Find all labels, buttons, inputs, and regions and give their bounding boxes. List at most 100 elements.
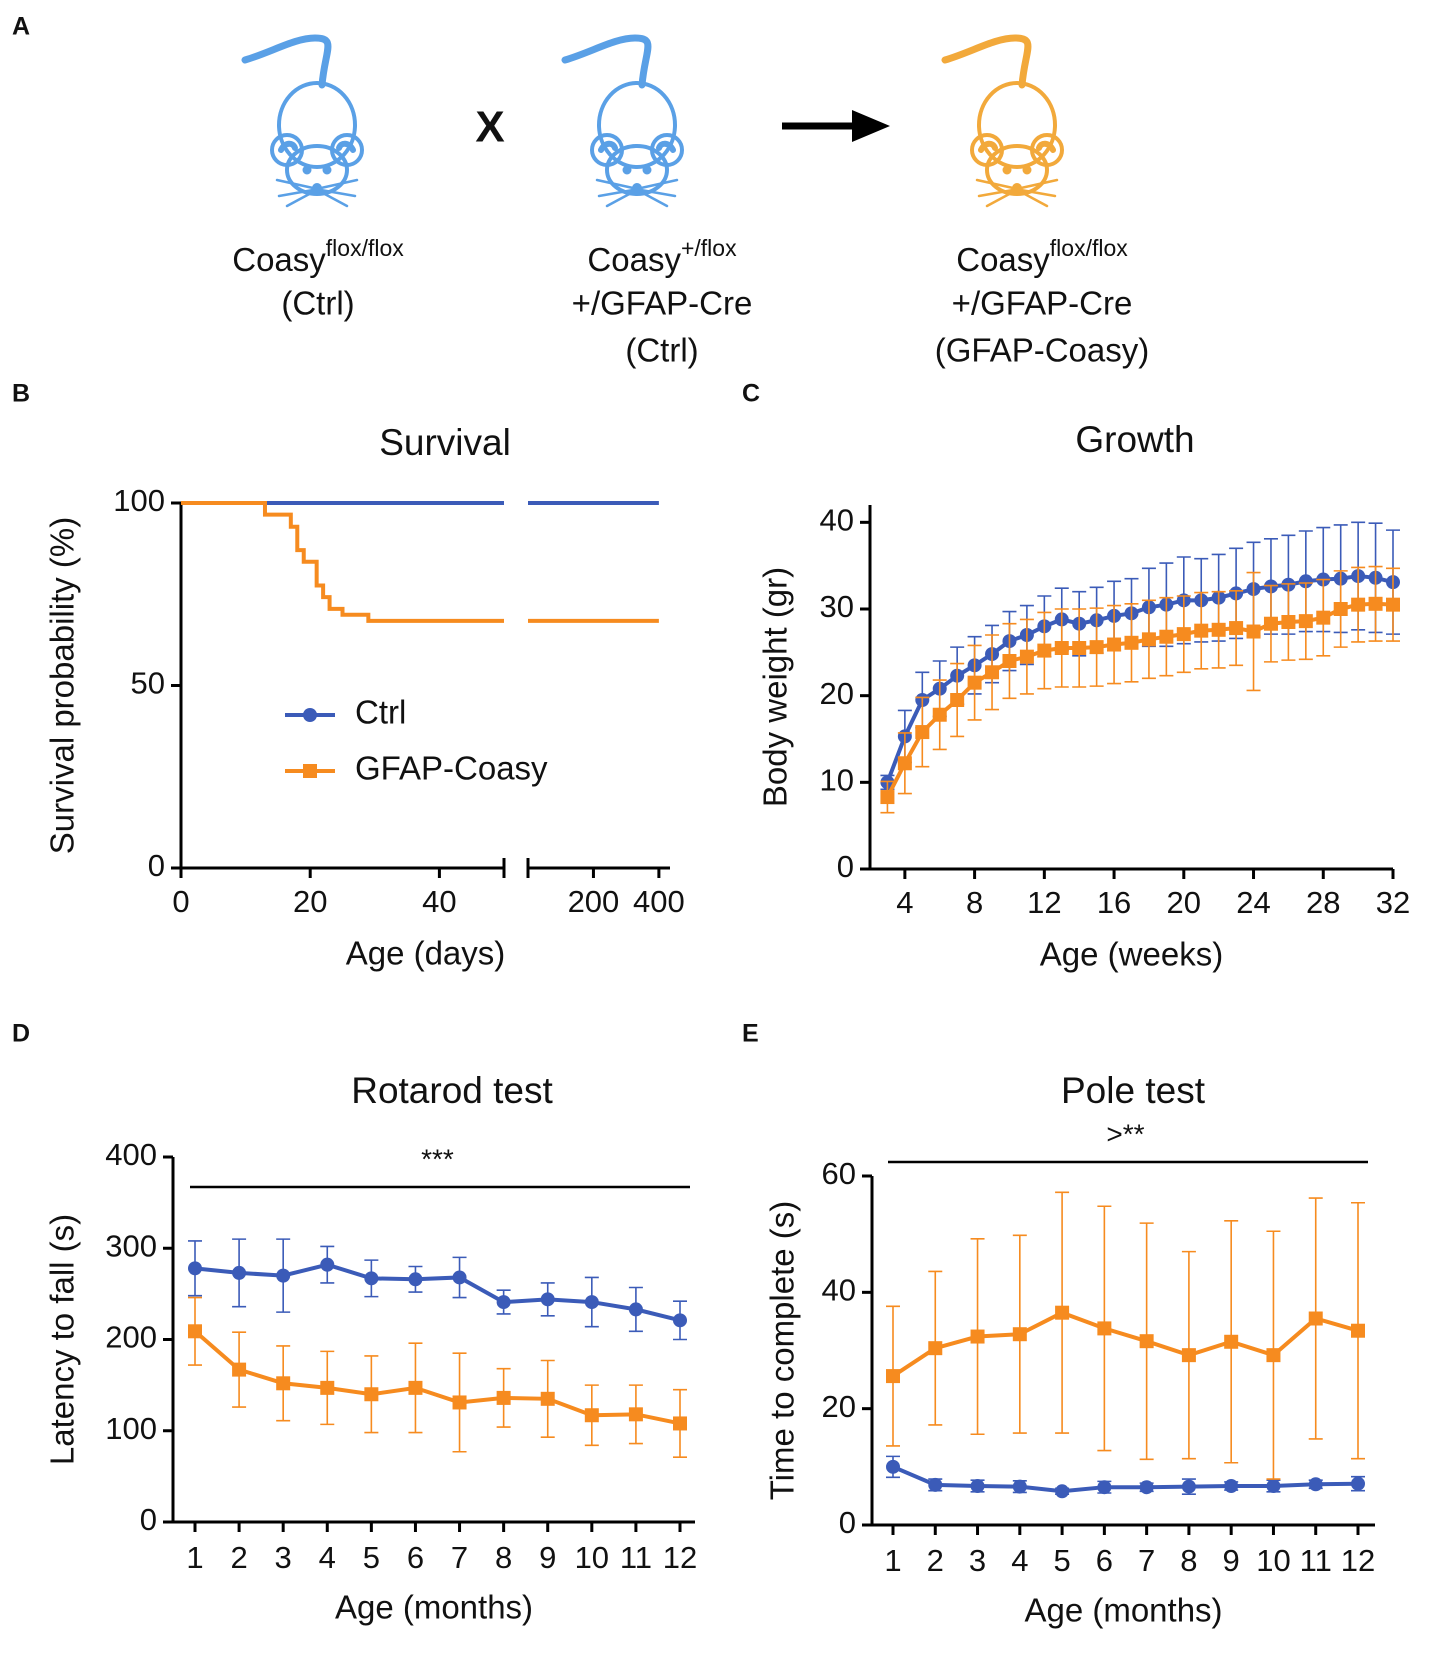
- marker: [1012, 1327, 1027, 1342]
- mouse-icon: [245, 38, 362, 206]
- cross-symbol: X: [475, 103, 504, 152]
- marker: [408, 1380, 423, 1395]
- marker: [1107, 637, 1122, 652]
- y-tick-label: 50: [131, 666, 165, 701]
- x-tick-label: 3: [969, 1543, 986, 1578]
- x-tick-label: 200: [568, 884, 620, 919]
- significance-label: ***: [421, 1143, 454, 1174]
- marker: [1386, 597, 1400, 612]
- y-tick-label: 20: [820, 676, 854, 711]
- marker: [1072, 641, 1087, 655]
- x-tick-label: 11: [620, 1540, 652, 1575]
- y-tick-label: 0: [148, 848, 165, 883]
- marker: [1037, 643, 1052, 658]
- x-tick-label: 16: [1097, 885, 1131, 920]
- marker: [496, 1390, 511, 1405]
- legend-marker: [303, 764, 317, 778]
- x-tick-label: 400: [633, 884, 685, 919]
- x-axis-label: Age (months): [1024, 1592, 1222, 1629]
- mouse-label-line: +/GFAP-Cre: [572, 285, 753, 322]
- marker: [1211, 622, 1226, 637]
- x-tick-label: 11: [1300, 1543, 1332, 1578]
- marker: [1266, 1479, 1281, 1494]
- marker: [1298, 574, 1313, 589]
- marker: [628, 1407, 643, 1422]
- x-tick-label: 20: [1167, 885, 1201, 920]
- marker: [452, 1270, 467, 1285]
- marker: [188, 1324, 202, 1339]
- y-axis-label: Latency to fall (s): [44, 1214, 81, 1465]
- x-tick-label: 28: [1306, 885, 1340, 920]
- x-tick-label: 4: [319, 1540, 336, 1575]
- marker: [452, 1395, 467, 1410]
- y-axis-label: Body weight (gr): [757, 567, 794, 807]
- mouse-label: Coasy+/flox: [587, 235, 737, 278]
- chart-title: Pole test: [1061, 1070, 1206, 1111]
- marker: [1263, 616, 1278, 631]
- y-tick-label: 400: [105, 1137, 157, 1172]
- x-tick-label: 10: [575, 1540, 609, 1575]
- marker: [1176, 627, 1191, 642]
- x-tick-label: 4: [1011, 1543, 1028, 1578]
- genotype-sup: flox/flox: [326, 235, 404, 261]
- panel-label: B: [12, 380, 30, 408]
- marker: [364, 1387, 379, 1402]
- marker: [1097, 1480, 1112, 1495]
- x-tick-label: 1: [884, 1543, 901, 1578]
- marker: [584, 1295, 599, 1310]
- y-tick-label: 30: [820, 589, 854, 624]
- series-line: [892, 1464, 1359, 1494]
- marker: [897, 756, 912, 771]
- chart-title: Rotarod test: [351, 1070, 553, 1111]
- x-tick-label: 9: [539, 1540, 556, 1575]
- marker: [932, 707, 947, 722]
- marker: [1097, 1321, 1112, 1336]
- x-tick-label: 8: [1180, 1543, 1197, 1578]
- marker: [1246, 624, 1261, 639]
- mouse-label-line: (Ctrl): [281, 285, 354, 322]
- marker: [1308, 1311, 1323, 1326]
- y-tick-label: 0: [837, 849, 854, 884]
- y-tick-label: 60: [822, 1156, 856, 1191]
- y-tick-label: 0: [839, 1505, 856, 1540]
- marker: [1139, 1480, 1154, 1495]
- series-line: [891, 1310, 1359, 1378]
- series-line: [194, 1262, 681, 1323]
- marker: [985, 665, 1000, 680]
- marker: [1194, 623, 1209, 638]
- marker: [928, 1341, 943, 1356]
- panel-label: C: [742, 380, 760, 408]
- marker: [1224, 1479, 1239, 1494]
- marker: [1368, 596, 1383, 611]
- marker: [967, 675, 982, 690]
- marker: [970, 1479, 985, 1494]
- marker: [1124, 635, 1139, 650]
- y-axis-label: Time to complete (s): [764, 1201, 801, 1501]
- x-axis-label: Age (months): [335, 1589, 533, 1626]
- y-tick-label: 100: [113, 483, 165, 518]
- marker: [1019, 649, 1034, 664]
- series-line: [885, 574, 1394, 784]
- marker: [1229, 621, 1244, 636]
- marker: [276, 1268, 291, 1283]
- marker: [628, 1302, 643, 1317]
- marker: [1298, 614, 1313, 629]
- marker: [320, 1257, 335, 1272]
- gene: Coasy: [587, 241, 681, 278]
- marker: [1281, 615, 1296, 629]
- marker: [364, 1271, 379, 1286]
- mouse-label-line: (GFAP-Coasy): [935, 332, 1150, 369]
- mouse-icon: [565, 38, 682, 206]
- x-tick-label: 9: [1223, 1543, 1240, 1578]
- marker: [1308, 1477, 1323, 1492]
- x-axis-label: Age (weeks): [1040, 936, 1223, 973]
- marker: [950, 693, 965, 707]
- marker: [584, 1408, 599, 1423]
- x-tick-label: 12: [1341, 1543, 1375, 1578]
- x-tick-label: 32: [1376, 885, 1410, 920]
- x-tick-label: 5: [363, 1540, 380, 1575]
- marker: [928, 1477, 943, 1492]
- x-tick-label: 3: [275, 1540, 292, 1575]
- x-tick-label: 24: [1236, 885, 1270, 920]
